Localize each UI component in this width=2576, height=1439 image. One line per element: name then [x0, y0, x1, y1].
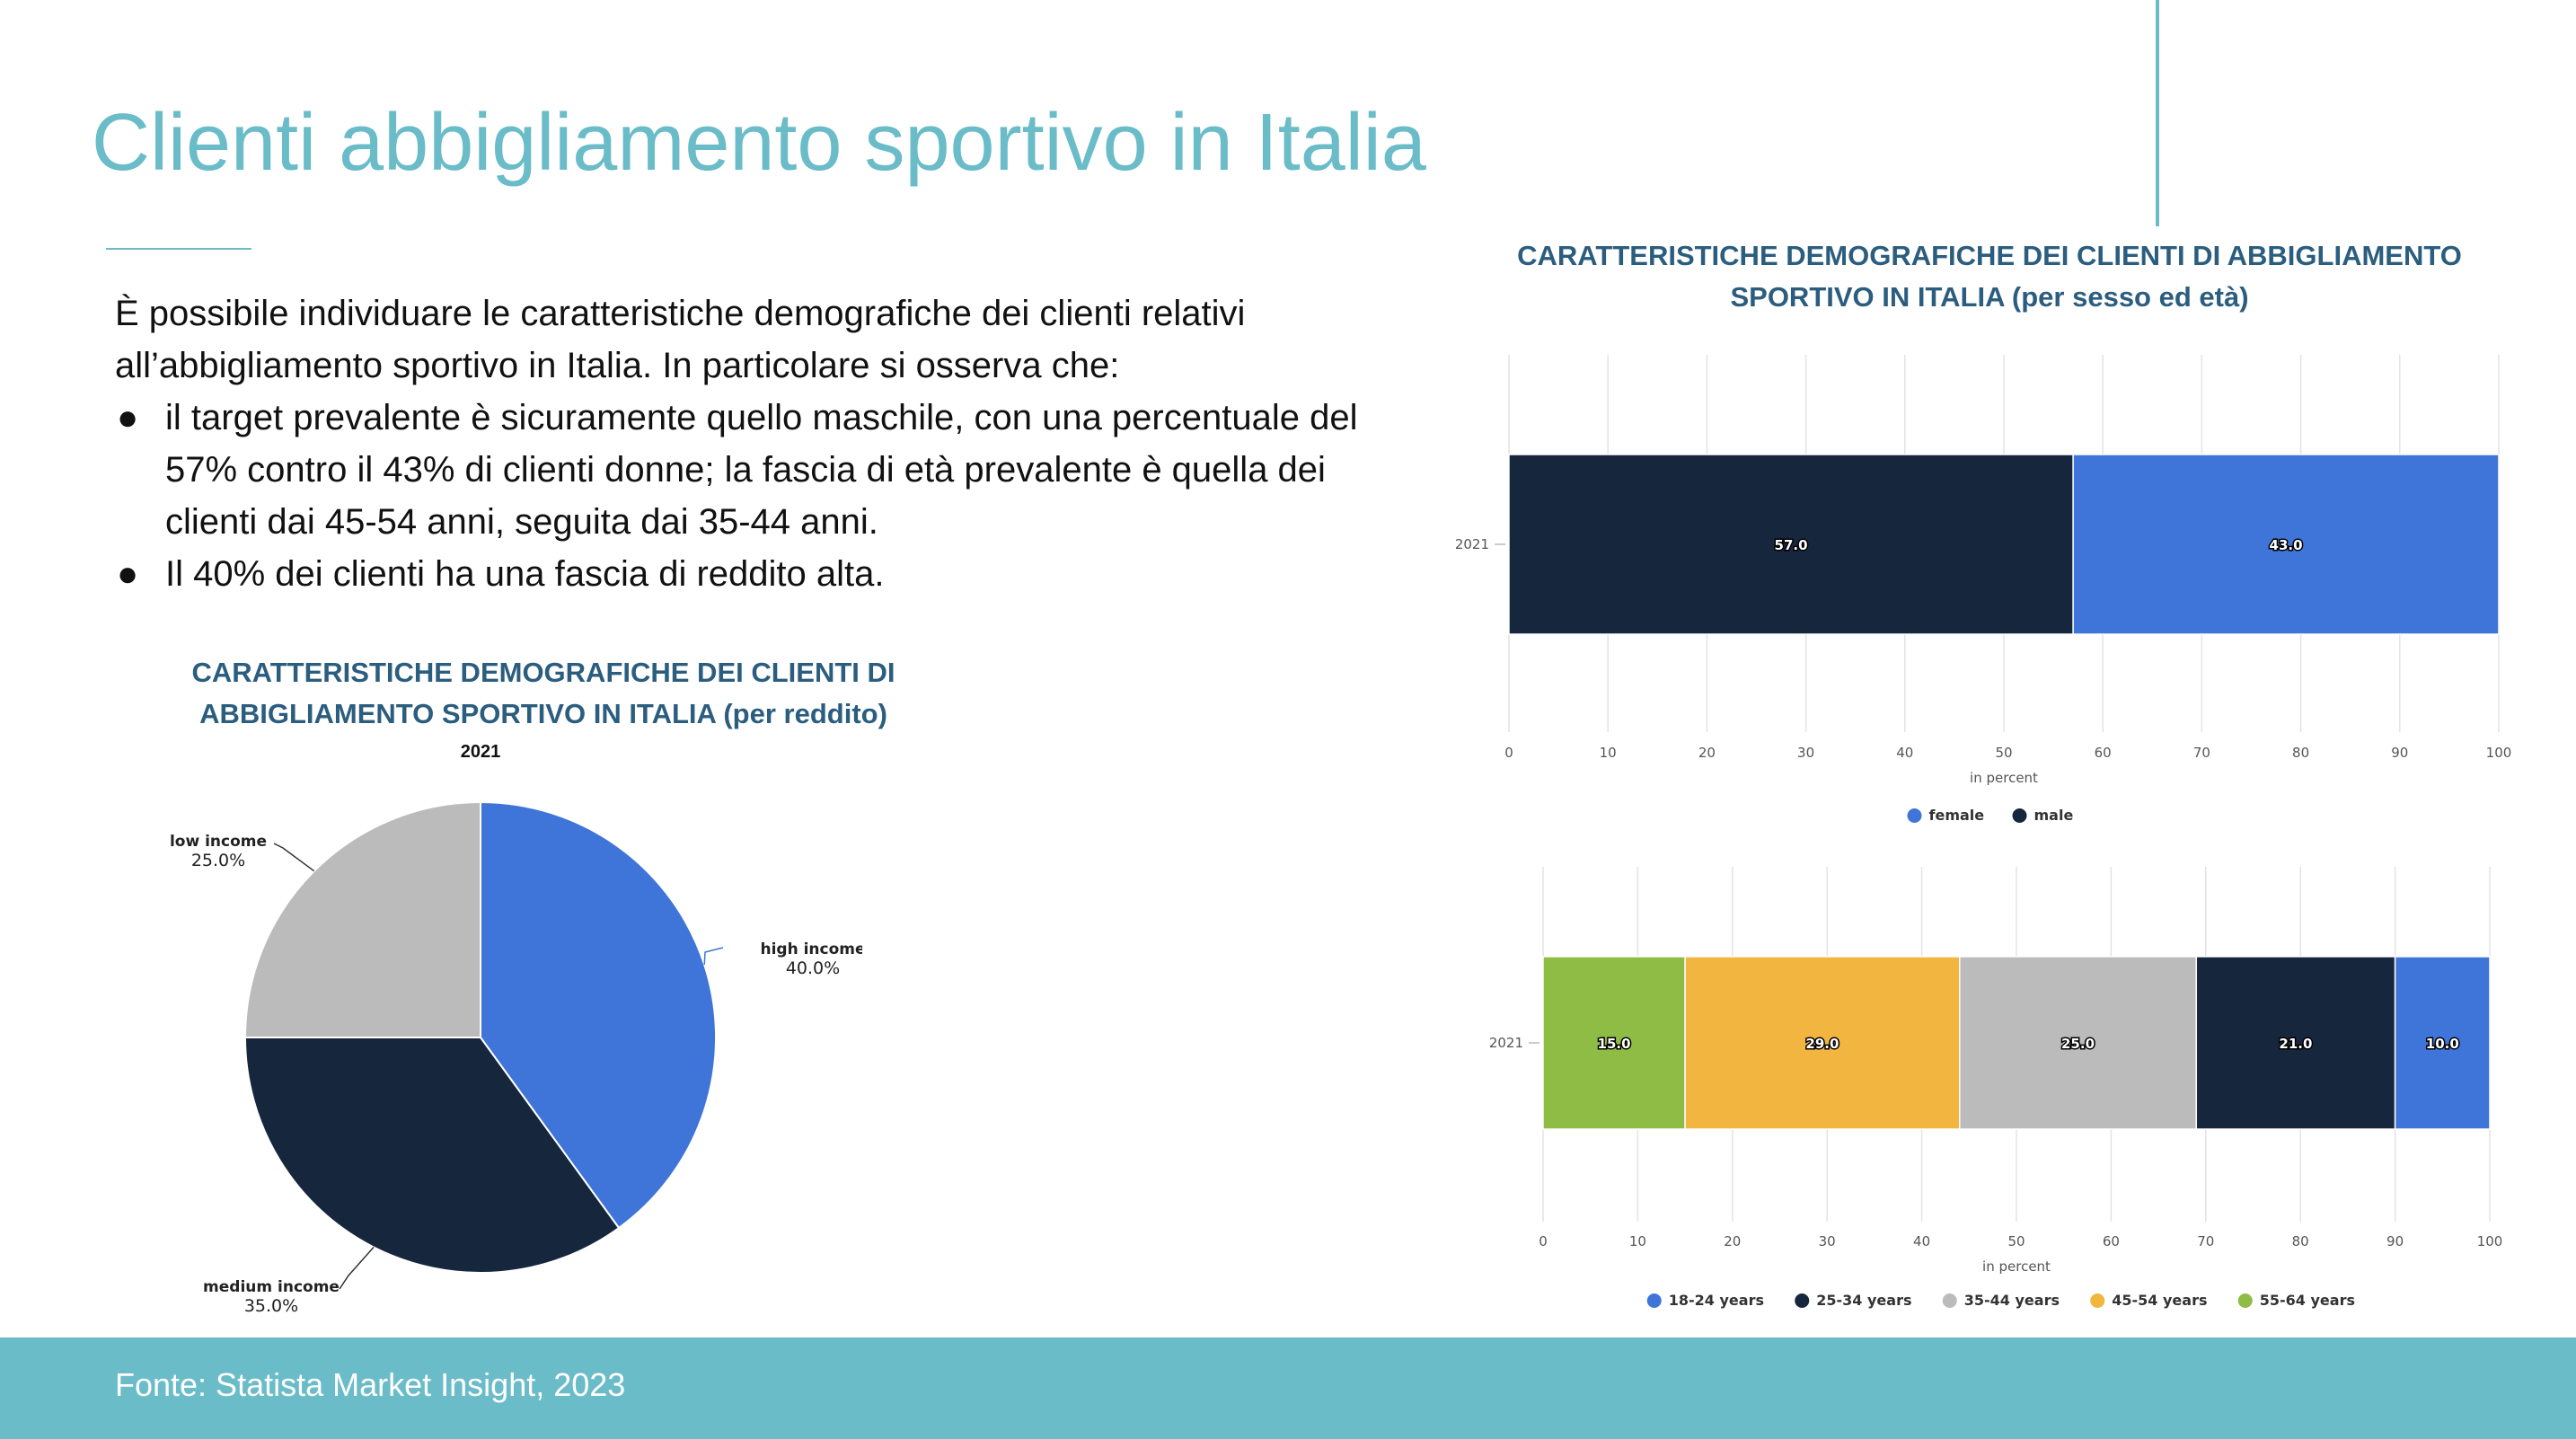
gender-chart-axis-title: in percent: [1970, 770, 2038, 786]
title-underline: [106, 248, 251, 250]
pie-value-high-income: 40.0%: [786, 958, 840, 978]
age-chart-legend-label-45-54-years: 45-54 years: [2112, 1292, 2207, 1309]
age-chart-tick-label: 70: [2197, 1233, 2214, 1249]
gender-chart-tick-label: 60: [2095, 745, 2112, 761]
age-chart-tick-label: 40: [1913, 1233, 1930, 1249]
gender-chart-tick-label: 90: [2391, 745, 2408, 761]
bullet-text: Il 40% dei clienti ha una fascia di redd…: [165, 554, 885, 594]
age-chart-bar-45-54-years: [1684, 956, 1961, 1130]
age-chart-tick-label: 80: [2292, 1233, 2309, 1249]
pie-label-low-income: low income: [170, 833, 267, 851]
income-chart-title: CARATTERISTICHE DEMOGRAFICHE DEI CLIENTI…: [191, 657, 895, 729]
age-chart-legend-marker-45-54-years: [2090, 1293, 2105, 1308]
age-chart-tick-label: 20: [1724, 1233, 1741, 1249]
gender-chart-legend-marker-female: [1907, 808, 1922, 823]
pie-label-medium-income: medium income: [203, 1278, 340, 1296]
age-chart-data-label-55-64-years: 15.0: [1598, 1036, 1631, 1052]
gender-chart-legend-marker-male: [2012, 808, 2027, 823]
pie-value-medium-income: 35.0%: [244, 1296, 298, 1316]
gender-chart-tick-label: 80: [2292, 745, 2309, 761]
gender-chart-legend-label-male: male: [2034, 807, 2074, 824]
gender-chart-tick-label: 10: [1600, 745, 1617, 761]
age-bar-chart: 0 10 20 30 40 50 60 70 80 90 100 in percent 2021 15.0…: [1489, 867, 2503, 1309]
footer-bar: Fonte: Statista Market Insight, 2023: [0, 1337, 2576, 1439]
age-chart-bar-35-44-years: [1959, 956, 2198, 1130]
age-chart-data-label-18-24-years: 10.0: [2426, 1036, 2459, 1052]
pie-value-low-income: 25.0%: [191, 851, 245, 870]
page-title: Clienti abbigliamento sportivo in Italia: [92, 98, 1426, 188]
age-chart-tick-label: 10: [1629, 1233, 1646, 1249]
bullet-icon: ●: [117, 398, 139, 437]
gender-chart-bar-male: [1508, 454, 2074, 635]
intro-paragraph: È possibile individuare le caratteristic…: [115, 294, 1246, 385]
pie-slice-low-income: [243, 800, 481, 1038]
age-chart-tick-label: 100: [2477, 1233, 2503, 1249]
age-chart-tick-label: 0: [1539, 1233, 1548, 1249]
age-chart-legend-marker-25-34-years: [1795, 1293, 1810, 1308]
age-chart-legend-label-18-24-years: 18-24 years: [1669, 1292, 1764, 1309]
intro-bullet-1: ● il target prevalente è sicuramente que…: [115, 392, 1399, 548]
gender-chart-tick-label: 0: [1504, 745, 1513, 761]
intro-bullet-2: ● Il 40% dei clienti ha una fascia di re…: [115, 548, 1399, 600]
pie-label-high-income: high income: [760, 940, 862, 958]
gender-chart-tick-label: 70: [2193, 745, 2210, 761]
pie-connector-medium-income: [339, 1246, 375, 1290]
gender-chart-tick-label: 100: [2486, 745, 2512, 761]
age-chart-legend-label-25-34-years: 25-34 years: [1816, 1292, 1911, 1309]
income-chart-year: 2021: [460, 742, 501, 762]
age-chart-category-label: 2021: [1489, 1035, 1523, 1051]
pie-connector-low-income: [273, 843, 315, 872]
age-chart-legend-label-55-64-years: 55-64 years: [2260, 1292, 2355, 1309]
age-chart-legend-label-35-44-years: 35-44 years: [1964, 1292, 2060, 1309]
gender-bar-chart: 0 10 20 30 40 50 60 70 80 90 100 in percent 2021 57.0…: [1455, 355, 2512, 824]
gender-chart-data-label-female: 43.0: [2270, 537, 2303, 553]
age-chart-legend-marker-55-64-years: [2237, 1293, 2253, 1308]
gender-chart-category-label: 2021: [1455, 536, 1489, 552]
age-chart-tick-label: 90: [2386, 1233, 2404, 1249]
gender-chart-bar-female: [2072, 454, 2500, 635]
age-chart-bar-55-64-years: [1542, 956, 1686, 1130]
gender-age-chart-title: CARATTERISTICHE DEMOGRAFICHE DEI CLIENTI…: [1517, 240, 2462, 313]
gender-chart-tick-label: 20: [1698, 745, 1716, 761]
pie-connector-high-income: [703, 947, 724, 966]
gender-chart-tick-label: 40: [1896, 745, 1913, 761]
bullet-icon: ●: [117, 554, 139, 594]
age-chart-data-label-25-34-years: 21.0: [2279, 1036, 2312, 1052]
age-chart-data-label-45-54-years: 29.0: [1805, 1036, 1839, 1052]
age-chart-tick-label: 60: [2103, 1233, 2120, 1249]
age-chart-bar-18-24-years: [2394, 956, 2491, 1130]
age-chart-data-label-35-44-years: 25.0: [2061, 1036, 2095, 1052]
gender-chart-legend-label-female: female: [1929, 807, 1985, 824]
gender-chart-tick-label: 50: [1995, 745, 2012, 761]
pie-slice-high-income: [480, 800, 718, 1230]
bullet-text: il target prevalente è sicuramente quell…: [165, 398, 1358, 542]
age-chart-axis-title: in percent: [1982, 1258, 2051, 1275]
gender-chart-data-label-male: 57.0: [1775, 537, 1808, 553]
age-chart-bar-25-34-years: [2195, 956, 2396, 1130]
intro-bullet-list: ● il target prevalente è sicuramente que…: [115, 392, 1399, 600]
source-note: Fonte: Statista Market Insight, 2023: [115, 1366, 626, 1403]
age-chart-tick-label: 30: [1819, 1233, 1836, 1249]
accent-vertical-line: [2156, 0, 2159, 226]
age-chart-legend-marker-35-44-years: [1942, 1293, 1957, 1308]
gender-chart-tick-label: 30: [1797, 745, 1814, 761]
age-chart-tick-label: 50: [2007, 1233, 2025, 1249]
intro-text: È possibile individuare le caratteristic…: [115, 287, 1399, 600]
age-chart-legend-marker-18-24-years: [1646, 1293, 1662, 1308]
